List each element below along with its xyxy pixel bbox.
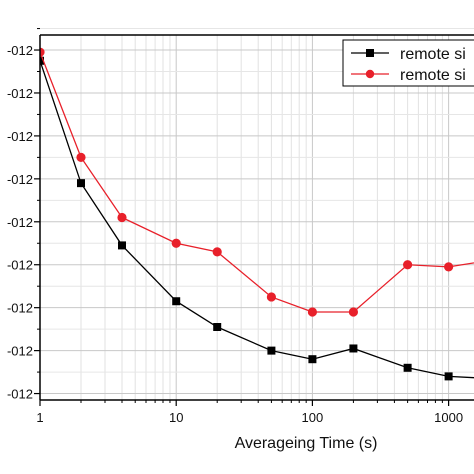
x-tick-label: 1000 [434, 410, 463, 425]
legend-label: remote si [400, 67, 466, 84]
data-point-circle [171, 238, 181, 248]
y-tick-label: -012 [7, 215, 33, 230]
data-point-circle [348, 307, 359, 317]
legend-label: remote si [400, 46, 466, 63]
y-tick-label: -012 [7, 129, 33, 144]
legend-box [342, 39, 474, 87]
y-tick-label: -012 [7, 387, 33, 402]
legend: remote si remote si [342, 39, 474, 87]
legend-marker-circle [365, 69, 375, 79]
y-tick-label: -012 [7, 172, 33, 187]
data-point-circle [266, 292, 277, 302]
x-tick-label: 10 [169, 410, 183, 425]
x-tick-label: 1 [36, 410, 43, 425]
data-point-square [40, 56, 44, 65]
data-point-square [213, 323, 222, 331]
axes: 1 10 100 1000 -012 -012 -012 -012 -012 -012 -012 -0… [7, 28, 474, 425]
data-point-square [308, 355, 317, 364]
legend-marker-square [366, 49, 374, 57]
data-point-square [118, 241, 127, 250]
data-point-circle [403, 260, 413, 270]
y-tick-label: -012 [7, 301, 33, 316]
data-point-square [267, 346, 276, 355]
y-tick-label: -012 [7, 43, 33, 58]
y-tick-label: -012 [7, 258, 33, 273]
data-point-circle [40, 47, 45, 57]
data-point-square [444, 372, 453, 381]
data-point-circle [117, 212, 127, 223]
data-point-square [172, 297, 181, 306]
data-point-square [403, 363, 412, 372]
x-axis-title: Averageing Time (s) [235, 435, 378, 452]
data-point-circle [307, 307, 318, 317]
y-tick-label: -012 [7, 86, 33, 101]
data-point-square [349, 344, 358, 353]
y-tick-label: -012 [7, 344, 33, 359]
x-tick-label: 100 [302, 410, 324, 425]
data-point-circle [444, 262, 454, 272]
data-point-circle [76, 152, 86, 162]
data-point-square [77, 179, 86, 188]
series-group [40, 47, 474, 381]
data-point-circle [212, 247, 222, 257]
